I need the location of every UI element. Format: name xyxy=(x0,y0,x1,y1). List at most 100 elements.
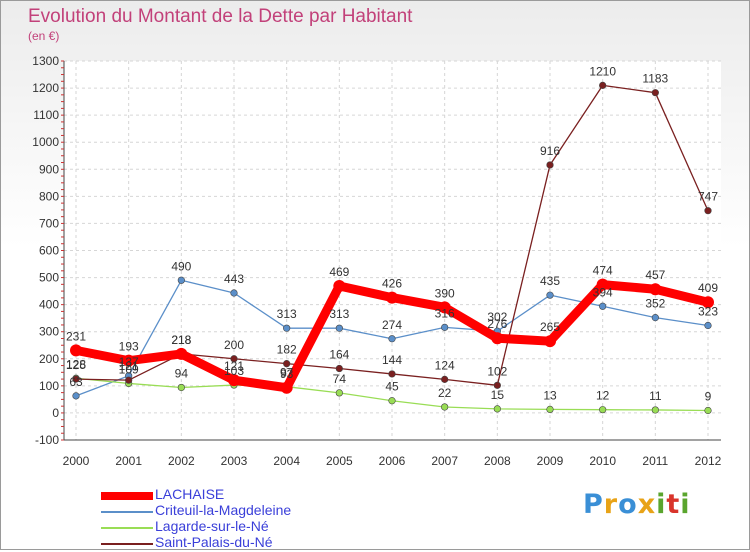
data-point xyxy=(388,370,396,378)
data-point xyxy=(493,381,501,389)
x-tick-label: 2003 xyxy=(221,454,248,468)
data-label: 22 xyxy=(438,386,452,400)
y-tick-label: 400 xyxy=(39,298,59,312)
x-tick-label: 2002 xyxy=(168,454,195,468)
data-point xyxy=(283,324,291,332)
legend-swatch xyxy=(101,492,153,500)
data-label: 45 xyxy=(385,380,399,394)
data-label: 443 xyxy=(224,272,244,286)
data-label: 409 xyxy=(698,281,718,295)
data-point xyxy=(599,406,607,414)
x-tick-label: 2001 xyxy=(115,454,142,468)
data-point xyxy=(491,332,504,345)
data-point xyxy=(441,323,449,331)
data-point xyxy=(72,375,80,383)
data-point xyxy=(704,321,712,330)
y-tick-label: 1200 xyxy=(32,81,59,95)
data-point xyxy=(546,291,554,299)
legend-label: Saint-Palais-du-Né xyxy=(155,534,273,550)
y-tick-label: -100 xyxy=(35,433,59,447)
data-point xyxy=(704,207,712,215)
x-tick-label: 2010 xyxy=(589,454,616,468)
data-point xyxy=(546,161,554,169)
data-label: 97 xyxy=(280,366,294,380)
data-label: 74 xyxy=(333,372,347,386)
data-point xyxy=(438,301,451,314)
data-point xyxy=(335,389,343,397)
data-label: 457 xyxy=(645,268,665,282)
data-point xyxy=(335,324,343,332)
data-point xyxy=(441,403,449,411)
x-tick-label: 2008 xyxy=(484,454,511,468)
data-label: 313 xyxy=(277,307,297,321)
data-point xyxy=(335,364,343,373)
y-tick-label: 1100 xyxy=(33,108,59,122)
legend-label: Criteuil-la-Magdeleine xyxy=(155,502,292,518)
data-point xyxy=(283,360,291,368)
y-tick-label: 800 xyxy=(39,189,59,203)
data-point xyxy=(72,392,80,400)
data-point xyxy=(388,397,396,405)
data-label: 474 xyxy=(593,264,613,278)
logo-letter: x xyxy=(637,489,657,520)
data-label: 109 xyxy=(119,362,139,376)
y-tick-label: 300 xyxy=(39,325,59,339)
chart-title: Evolution du Montant de la Dette par Hab… xyxy=(28,6,413,27)
legend-swatch xyxy=(101,511,153,513)
data-label: 128 xyxy=(66,357,86,371)
logo-letter: o xyxy=(618,489,638,520)
data-label: 747 xyxy=(698,190,718,204)
data-point xyxy=(649,283,662,296)
data-label: 144 xyxy=(382,353,402,367)
data-point xyxy=(386,291,398,304)
x-tick-label: 2004 xyxy=(273,454,300,468)
data-label: 164 xyxy=(329,348,349,362)
data-label: 193 xyxy=(119,340,139,354)
legend-swatch xyxy=(101,543,153,545)
logo-letter: i xyxy=(656,489,667,520)
data-label: 916 xyxy=(540,144,560,158)
data-label: 9 xyxy=(705,389,712,403)
x-tick-label: 2007 xyxy=(431,454,458,468)
data-label: 11 xyxy=(649,389,662,403)
data-label: 274 xyxy=(382,318,402,332)
y-tick-label: 700 xyxy=(39,216,59,230)
x-tick-label: 2000 xyxy=(63,454,90,468)
y-tick-label: 600 xyxy=(39,244,59,258)
data-label: 13 xyxy=(543,388,557,402)
data-point xyxy=(702,296,714,309)
data-point xyxy=(704,406,712,415)
data-point xyxy=(546,405,554,414)
x-tick-label: 2009 xyxy=(537,454,564,468)
data-label: 103 xyxy=(224,364,244,378)
x-tick-label: 2005 xyxy=(326,454,353,468)
data-label: 469 xyxy=(329,265,349,279)
data-label: 218 xyxy=(171,333,191,347)
data-point xyxy=(175,347,188,360)
logo-letter: t xyxy=(666,489,681,520)
data-label: 121 xyxy=(224,359,244,373)
data-point xyxy=(599,302,607,310)
data-point xyxy=(228,374,240,387)
data-point xyxy=(230,289,238,297)
proxiti-logo: Proxiti xyxy=(583,489,691,520)
data-label: 124 xyxy=(435,358,455,372)
data-label: 231 xyxy=(66,329,86,343)
data-point xyxy=(280,381,293,394)
data-label: 93 xyxy=(280,367,294,381)
data-label: 15 xyxy=(491,388,505,402)
data-label: 435 xyxy=(540,274,560,288)
y-tick-label: 900 xyxy=(39,162,59,176)
y-tick-label: 1000 xyxy=(32,135,59,149)
logo-letter: i xyxy=(680,489,691,520)
data-label: 276 xyxy=(487,317,507,331)
data-point xyxy=(122,354,135,367)
y-tick-label: 1300 xyxy=(32,54,59,68)
data-point xyxy=(388,335,396,343)
chart-unit-label: (en €) xyxy=(28,29,60,43)
data-label: 1210 xyxy=(589,64,616,78)
data-label: 426 xyxy=(382,277,402,291)
y-tick-label: 100 xyxy=(39,379,59,393)
legend-swatch xyxy=(101,527,153,529)
data-point xyxy=(651,406,659,414)
